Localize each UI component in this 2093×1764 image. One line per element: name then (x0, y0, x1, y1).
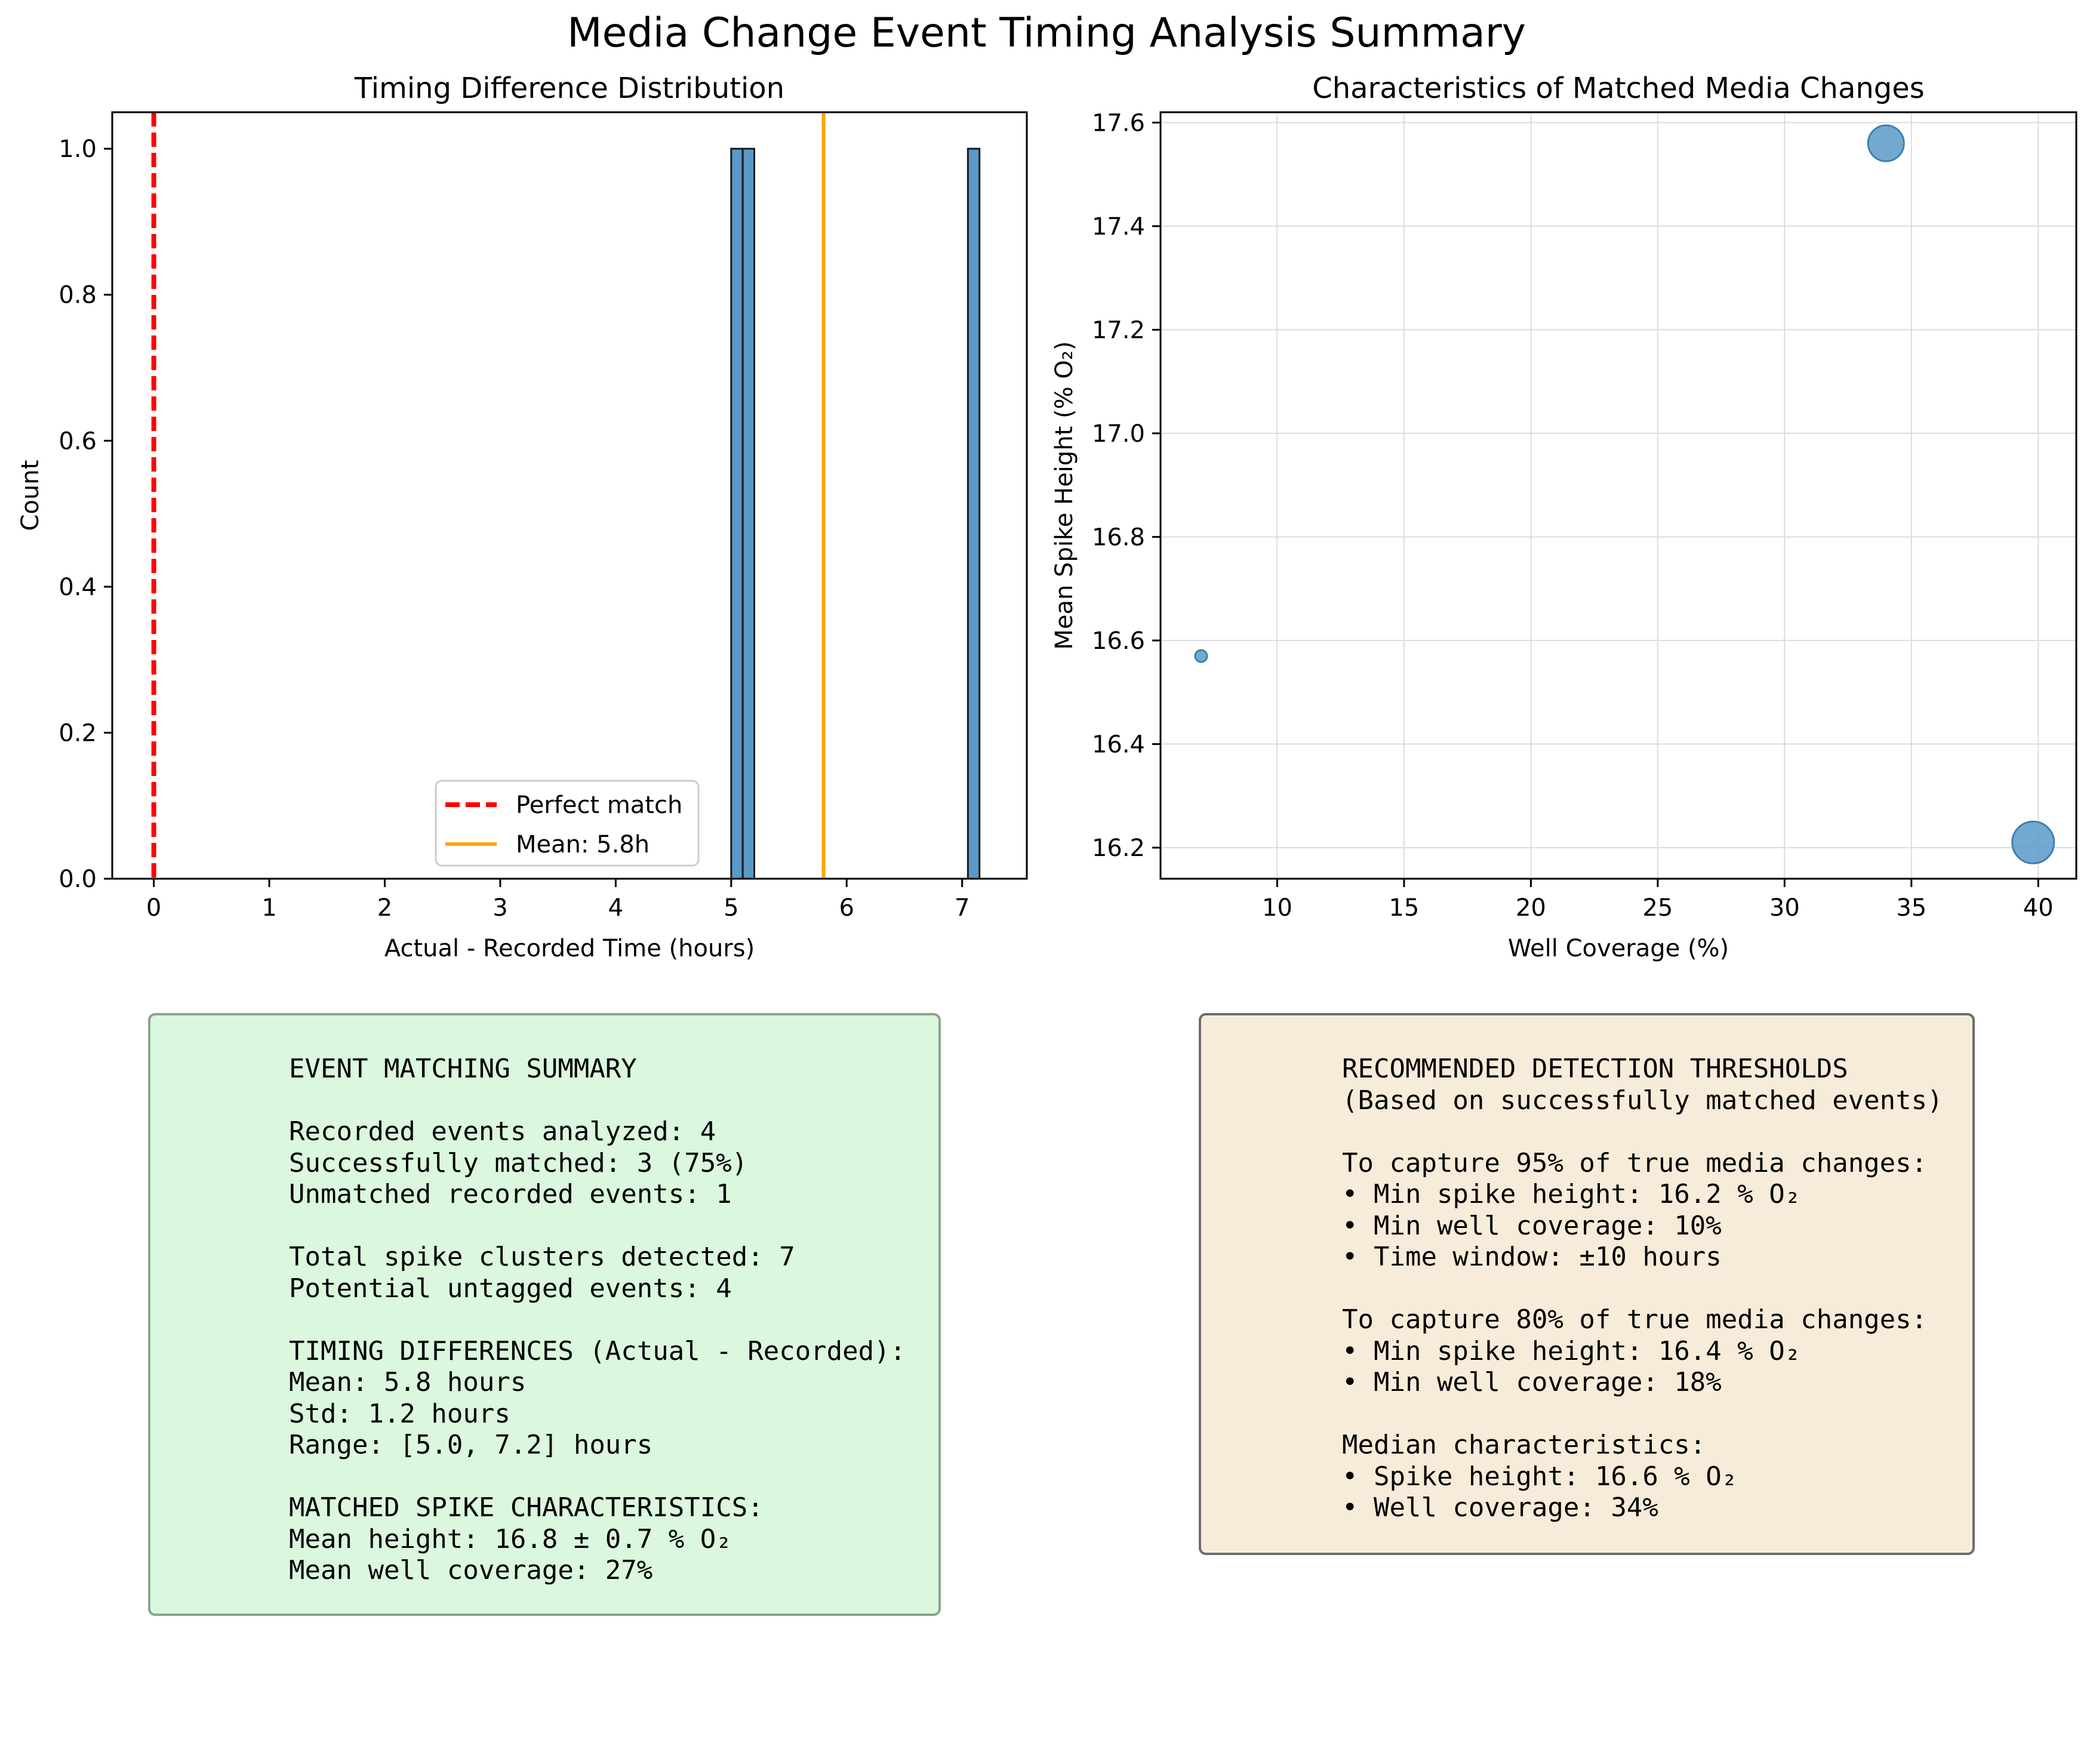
histogram-bar (741, 147, 755, 880)
histogram-bar (967, 147, 981, 880)
x-tick-label: 5 (724, 894, 738, 922)
legend-frame (435, 780, 700, 867)
y-tick-label: 1.0 (59, 136, 97, 163)
figure-title: Media Change Event Timing Analysis Summa… (567, 10, 1526, 57)
text-line: Potential untagged events: 4 (289, 1273, 732, 1304)
x-axis-label: Well Coverage (%) (1508, 935, 1729, 962)
x-tick-label: 7 (955, 894, 969, 922)
y-tick-label: 0.8 (59, 282, 97, 309)
y-tick-label: 16.2 (1092, 835, 1145, 862)
text-line (289, 1461, 938, 1493)
scatter-point (2011, 820, 2055, 864)
text-line: To capture 80% of true media changes: (1342, 1304, 1928, 1335)
y-tick-label: 16.4 (1092, 731, 1145, 758)
text-line: • Time window: ±10 hours (1342, 1242, 1722, 1272)
x-axis-label: Actual - Recorded Time (hours) (384, 935, 755, 962)
y-tick-label: 17.2 (1092, 316, 1145, 344)
text-line: Recorded events analyzed: 4 (289, 1116, 716, 1147)
y-tick-label: 16.8 (1092, 524, 1145, 551)
text-line: Unmatched recorded events: 1 (289, 1179, 732, 1209)
y-tick-label: 17.0 (1092, 420, 1145, 448)
legend-label: Mean: 5.8h (516, 831, 650, 858)
x-tick-label: 20 (1516, 894, 1546, 922)
y-tick-label: 17.6 (1092, 109, 1145, 137)
subplot-title: Timing Difference Distribution (354, 72, 784, 105)
scatter-chart: 10 15 20 25 30 35 40 16.2 16.4 16.6 16.8 17.0 17.2 17… (1051, 72, 2077, 962)
text-line: Total spike clusters detected: 7 (289, 1242, 795, 1272)
subplot-title: Characteristics of Matched Media Changes (1312, 72, 1925, 105)
y-tick-label: 17.4 (1092, 213, 1145, 241)
text-line: Mean height: 16.8 ± 0.7 % O₂ (289, 1523, 732, 1554)
text-line (1342, 1116, 1972, 1148)
text-line: Median characteristics: (1342, 1430, 1706, 1460)
text-line: To capture 95% of true media changes: (1342, 1147, 1928, 1178)
text-line (1342, 1399, 1972, 1430)
x-tick-label: 25 (1642, 894, 1673, 922)
text-line: • Well coverage: 34% (1342, 1492, 1658, 1523)
text-line: TIMING DIFFERENCES (Actual - Recorded): (289, 1335, 906, 1366)
y-tick-label: 0.0 (59, 866, 97, 893)
y-tick-label: 0.4 (59, 574, 97, 601)
text-line: • Spike height: 16.6 % O₂ (1342, 1461, 1738, 1492)
plot-frame (111, 111, 1028, 880)
text-line: • Min well coverage: 10% (1342, 1210, 1722, 1241)
y-axis-label: Count (17, 460, 44, 531)
x-tick-label: 1 (261, 894, 276, 922)
y-tick-label: 16.6 (1092, 627, 1145, 655)
text-line: EVENT MATCHING SUMMARY (289, 1054, 637, 1084)
histogram-chart: 0 1 2 3 4 5 6 7 0.0 0.2 0.4 0.6 0.8 1.0 Perfect match M… (17, 72, 1028, 962)
legend: Perfect match Mean: 5.8h (435, 780, 700, 867)
x-tick-label: 0 (146, 894, 161, 922)
text-line (289, 1211, 938, 1242)
x-tick-label: 2 (377, 894, 392, 922)
text-line: Successfully matched: 3 (75%) (289, 1147, 748, 1178)
text-line: Range: [5.0, 7.2] hours (289, 1430, 653, 1460)
x-tick-label: 4 (608, 894, 623, 922)
text-line: • Min spike height: 16.4 % O₂ (1342, 1335, 1801, 1366)
event-matching-summary-box: EVENT MATCHING SUMMARY Recorded events an… (148, 1013, 941, 1616)
x-tick-label: 30 (1769, 894, 1800, 922)
x-tick-label: 10 (1262, 894, 1292, 922)
x-tick-label: 40 (2023, 894, 2054, 922)
legend-label: Perfect match (516, 792, 682, 819)
plot-frame (1159, 111, 2077, 880)
text-line: (Based on successfully matched events) (1342, 1085, 1943, 1116)
text-line: Mean well coverage: 27% (289, 1555, 653, 1586)
y-tick-label: 0.6 (59, 427, 97, 455)
text-line (1342, 1273, 1972, 1305)
scatter-point (1867, 124, 1905, 162)
y-axis-label: Mean Spike Height (% O₂) (1051, 341, 1078, 649)
x-tick-label: 35 (1896, 894, 1926, 922)
text-line: RECOMMENDED DETECTION THRESHOLDS (1342, 1054, 1848, 1084)
text-line: • Min spike height: 16.2 % O₂ (1342, 1179, 1801, 1209)
text-line: Std: 1.2 hours (289, 1398, 510, 1429)
y-tick-label: 0.2 (59, 719, 97, 747)
text-line: MATCHED SPIKE CHARACTERISTICS: (289, 1492, 764, 1523)
x-tick-label: 3 (493, 894, 507, 922)
text-line (289, 1085, 938, 1117)
text-line: Mean: 5.8 hours (289, 1367, 527, 1397)
detection-thresholds-box: RECOMMENDED DETECTION THRESHOLDS (Based o… (1199, 1013, 1975, 1555)
text-line (289, 1304, 938, 1336)
x-tick-label: 15 (1389, 894, 1419, 922)
text-line: • Min well coverage: 18% (1342, 1367, 1722, 1397)
scatter-point (1194, 649, 1208, 663)
x-tick-label: 6 (839, 894, 854, 922)
histogram-bar (730, 147, 744, 880)
